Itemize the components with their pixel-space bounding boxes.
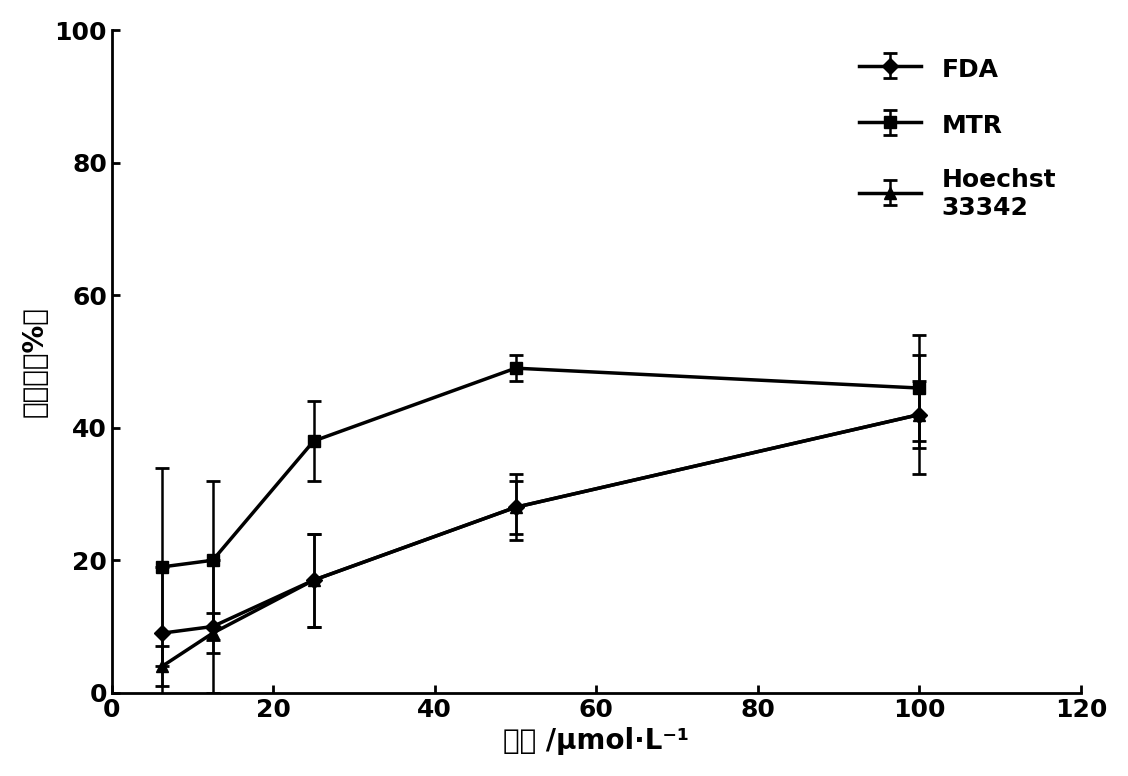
- X-axis label: 芦丁 /μmol·L⁻¹: 芦丁 /μmol·L⁻¹: [503, 727, 689, 755]
- Y-axis label: 保护率（%）: 保护率（%）: [20, 306, 49, 417]
- Legend: FDA, MTR, Hoechst
33342: FDA, MTR, Hoechst 33342: [846, 43, 1068, 232]
